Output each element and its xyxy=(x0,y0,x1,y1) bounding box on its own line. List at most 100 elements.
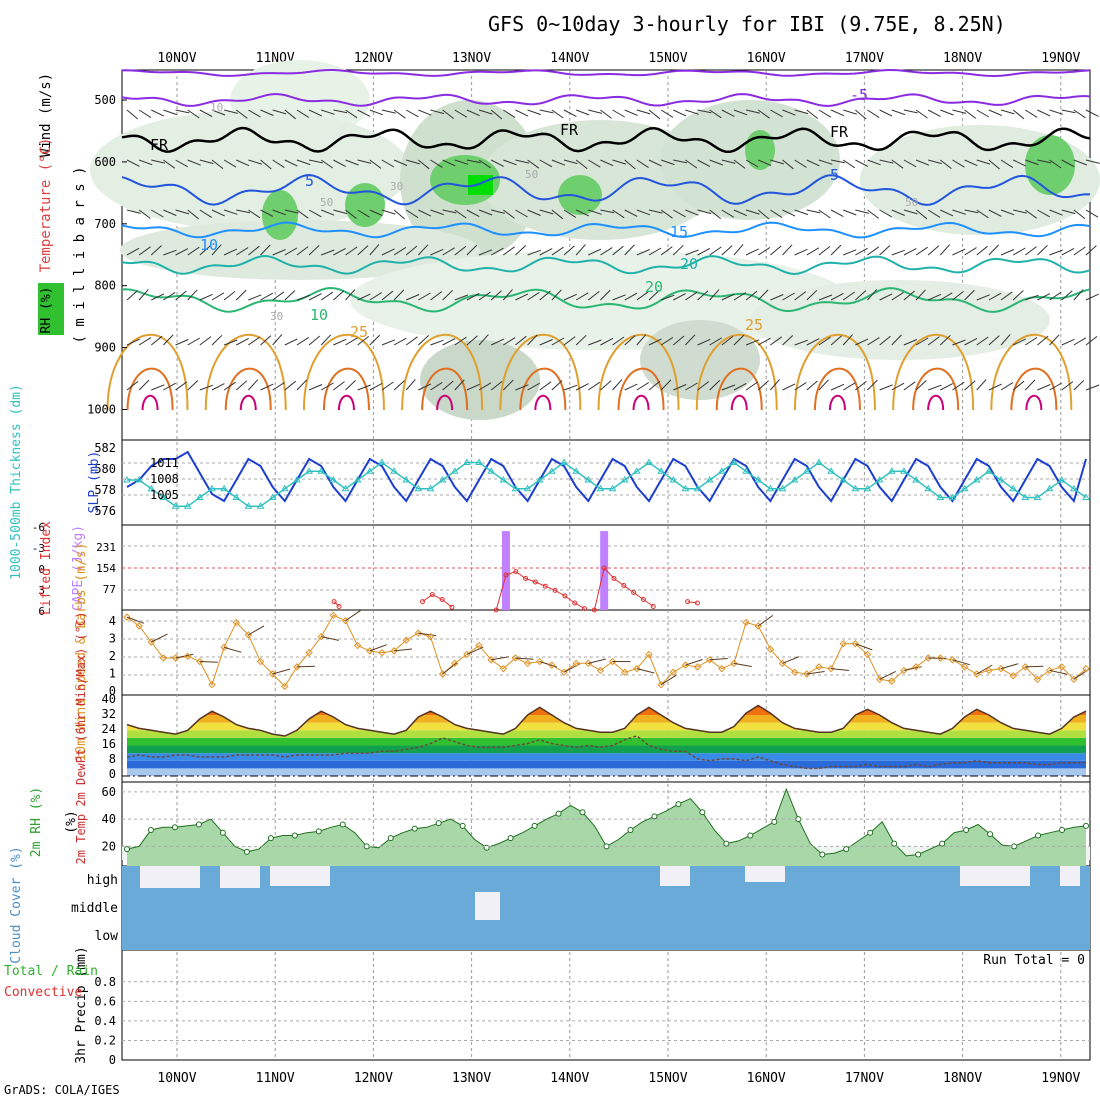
wind-barb xyxy=(710,247,722,255)
slp-tick: 1011 xyxy=(150,456,179,470)
wind-barb xyxy=(952,110,966,113)
wind-barb xyxy=(151,385,164,390)
rh-point xyxy=(172,825,177,830)
date-label-top: 14NOV xyxy=(550,51,589,66)
contour-label: 15 xyxy=(670,223,688,241)
temp-tick: 16 xyxy=(102,737,116,751)
rh-point xyxy=(1060,828,1065,833)
wind-barb xyxy=(649,110,660,119)
lifted-index-line xyxy=(423,595,453,608)
cloud-gap xyxy=(745,866,785,882)
wind-barb xyxy=(370,383,382,390)
wind-barb xyxy=(795,210,808,215)
wind-barb xyxy=(236,381,247,390)
date-label-bottom: 14NOV xyxy=(550,1071,589,1086)
rh-point xyxy=(748,833,753,838)
wind-barb xyxy=(734,244,743,255)
date-label-bottom: 13NOV xyxy=(452,1071,491,1086)
contour-label: 10 xyxy=(310,306,328,324)
rh-point xyxy=(892,841,897,846)
wind-barb xyxy=(127,110,138,119)
wind-barb xyxy=(831,245,841,255)
wind-barb xyxy=(1001,110,1014,114)
wind-barb xyxy=(843,210,856,215)
wind-barb xyxy=(940,110,953,115)
wind-barb-10m xyxy=(710,659,728,660)
wind-barb xyxy=(965,110,976,118)
cape-bar xyxy=(502,531,510,610)
wind-barb xyxy=(564,385,577,390)
wind-barb-10m xyxy=(1025,666,1043,667)
wind-barb xyxy=(151,336,162,345)
contour-label: 10 xyxy=(200,236,218,254)
wind-barb xyxy=(698,248,710,255)
rh-point xyxy=(148,828,153,833)
wind-barb xyxy=(1086,210,1098,217)
wind-barb xyxy=(758,338,770,345)
contour-label: 10 xyxy=(210,101,223,114)
panel-frame-wind10m xyxy=(122,610,1090,695)
cape-tick: 77 xyxy=(103,583,116,596)
wind-barb xyxy=(394,338,406,345)
wind-barb xyxy=(224,291,235,300)
wind-barb xyxy=(236,290,246,300)
rh-point xyxy=(1036,833,1041,838)
wind-barb xyxy=(406,379,415,390)
wind-barb xyxy=(139,338,151,345)
rh-point xyxy=(820,852,825,857)
contour-label: 25 xyxy=(350,323,368,341)
wind-barb xyxy=(916,110,927,118)
contour-label: FR xyxy=(830,123,849,141)
temp-tick: 24 xyxy=(102,722,116,736)
cloud-axis-label: Cloud Cover (%) xyxy=(9,846,24,963)
temp-tick: 8 xyxy=(109,752,116,766)
wind-barb xyxy=(248,380,257,390)
rh-shade-area xyxy=(750,280,1050,360)
rh-point xyxy=(724,841,729,846)
temp-band xyxy=(122,707,1090,715)
cloud-gap xyxy=(660,866,690,886)
temperature-axis-label: Temperature (°C) xyxy=(38,138,54,273)
wind-barb-10m xyxy=(952,660,969,665)
wind-barb-10m xyxy=(1001,664,1018,669)
cloud-cover-area xyxy=(122,866,1090,950)
wind-tick: 3 xyxy=(109,632,116,646)
wind-barb xyxy=(613,110,625,117)
wind-barb xyxy=(430,340,443,345)
wind-barb xyxy=(904,110,918,113)
wind-barb xyxy=(758,381,768,390)
rh-point xyxy=(844,847,849,852)
date-label-top: 13NOV xyxy=(452,51,491,66)
rh-point xyxy=(916,852,921,857)
wind-barb xyxy=(273,334,282,345)
wind-barb xyxy=(394,210,405,219)
wind-barb xyxy=(940,245,949,255)
wind-barb-10m xyxy=(637,669,654,673)
wind-barb xyxy=(746,249,759,255)
temp-band xyxy=(122,700,1090,708)
cloud-level-label: low xyxy=(95,929,119,944)
wind-barb xyxy=(928,385,941,390)
rh-point xyxy=(652,814,657,819)
wind-barb xyxy=(880,246,890,256)
contour-label: FR xyxy=(150,136,169,154)
wind-tick: 2 xyxy=(109,649,116,663)
rh-area xyxy=(127,789,1086,866)
temp-contour-25 xyxy=(206,335,286,410)
pressure-tick: 600 xyxy=(94,155,116,169)
wind-barb xyxy=(758,247,770,255)
date-label-top: 12NOV xyxy=(354,51,393,66)
wind-barb xyxy=(1025,247,1036,255)
wind-barb xyxy=(176,110,190,113)
wind-barb xyxy=(940,384,952,390)
rh-point xyxy=(220,830,225,835)
wind-barb-10m xyxy=(151,634,167,642)
wind-barb xyxy=(273,383,285,390)
wind-barb xyxy=(212,293,224,300)
wind-barb xyxy=(163,110,176,115)
wind-barb xyxy=(515,110,528,116)
contour-label: -5 xyxy=(850,86,868,104)
rh-point xyxy=(700,810,705,815)
wind-barb xyxy=(358,385,371,390)
wind-barb xyxy=(904,249,916,255)
